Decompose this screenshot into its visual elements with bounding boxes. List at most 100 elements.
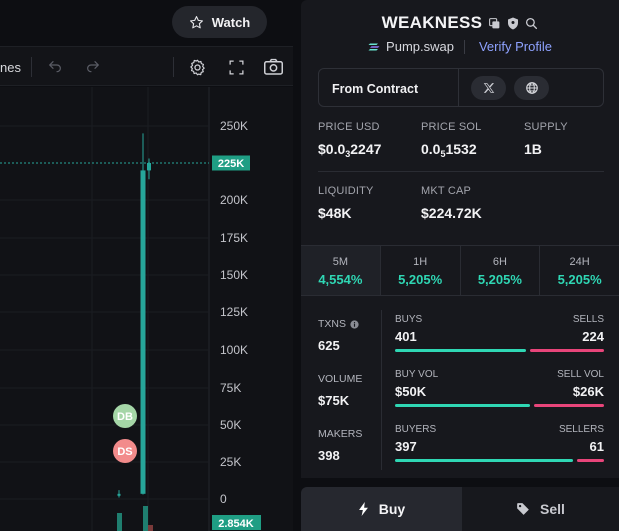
pump-swap-logo-icon (368, 43, 380, 50)
sell-vol-value: $26K (572, 384, 604, 399)
star-outline-icon (189, 15, 203, 28)
price-axis-label: 175K (220, 231, 248, 245)
watch-label: Watch (211, 14, 251, 30)
price-axis-label: 50K (220, 418, 241, 432)
transactions-panel: 5M 4,554% 1H 5,205% 6H 5,205% 24H 5,205%… (301, 245, 619, 478)
price-usd-stat: PRICE USD $0.032247 (318, 121, 381, 159)
token-name: WEAKNESS (381, 13, 483, 32)
candle-body (140, 170, 146, 494)
chart-toolbar: nes (0, 46, 293, 86)
buy-label: Buy (378, 501, 406, 517)
mkt-cap-stat: MKT CAP $224.72K (421, 185, 482, 221)
dex-name: Pump.swap (386, 39, 454, 54)
stat-label: SUPPLY (524, 121, 568, 133)
info-icon[interactable] (350, 319, 359, 329)
sell-button[interactable]: Sell (462, 487, 619, 531)
chart-panel: Watch nes (0, 0, 293, 531)
volume-split: BUY VOL SELL VOL $50K $26K (395, 369, 604, 407)
buy-button[interactable]: Buy (301, 487, 462, 531)
settings-button[interactable] (185, 47, 209, 87)
sell-vol-label: SELL VOL (557, 369, 604, 380)
x-logo-icon (483, 83, 494, 93)
token-header: WEAKNESS Pump.swap Verify Profile (301, 0, 619, 62)
contract-label: From Contract (332, 81, 419, 96)
txns-value: 625 (318, 338, 340, 353)
dev-sell-marker[interactable]: DS (113, 439, 137, 463)
twitter-button[interactable] (471, 76, 506, 100)
search-icon[interactable] (525, 17, 538, 30)
makers-metric: MAKERS 398 (318, 428, 363, 463)
redo-button[interactable] (82, 47, 104, 87)
price-axis-label: 150K (220, 268, 248, 282)
price-axis-label: 200K (220, 193, 248, 207)
undo-button[interactable] (44, 47, 66, 87)
divider (318, 171, 604, 172)
watch-button[interactable]: Watch (172, 6, 267, 38)
sell-label: Sell (540, 501, 565, 517)
website-button[interactable] (514, 76, 549, 100)
stat-label: MKT CAP (421, 185, 472, 197)
price-axis-label: 125K (220, 305, 248, 319)
mkt-cap-value: $224.72K (421, 205, 482, 221)
buy-vol-value: $50K (395, 384, 427, 399)
timeframe-selector[interactable]: nes (0, 59, 21, 75)
liquidity-stat: LIQUIDITY $48K (318, 185, 374, 221)
svg-text:225K: 225K (218, 158, 244, 170)
buy-vol-label: BUY VOL (395, 369, 439, 380)
price-chart[interactable]: 0 25K 50K 75K 100K 125K 150K 175K 200K 250K 225K … (0, 87, 293, 531)
candle-body (117, 493, 121, 496)
stat-label: PRICE USD (318, 121, 380, 133)
watch-bar: Watch (0, 0, 293, 46)
candle-body (147, 163, 151, 171)
toolbar-divider (173, 57, 174, 77)
makers-value: 398 (318, 448, 340, 463)
buy-sell-ratio-bar (395, 349, 604, 352)
sellers-label: SELLERS (558, 424, 604, 435)
supply-stat: SUPPLY 1B (524, 121, 568, 157)
tab-1h[interactable]: 1H 5,205% (381, 246, 461, 295)
sells-label: SELLS (572, 314, 604, 325)
volume-bar (143, 506, 148, 531)
dev-buy-marker[interactable]: DB (113, 404, 137, 428)
price-usd-value: $0.032247 (318, 141, 382, 159)
stat-label: LIQUIDITY (318, 185, 374, 197)
svg-text:DS: DS (117, 446, 132, 458)
volume-bar (117, 513, 122, 531)
lightning-icon (358, 502, 368, 516)
timeframe-tabs: 5M 4,554% 1H 5,205% 6H 5,205% 24H 5,205% (301, 246, 619, 296)
settings-gear-icon (189, 59, 205, 75)
txns-metric: TXNS 625 (318, 318, 359, 353)
fullscreen-icon (228, 59, 244, 75)
bottom-volume-tag: 2.854K (212, 515, 261, 530)
price-sol-value: 0.051532 (421, 141, 477, 159)
buyers-value: 397 (395, 439, 417, 454)
globe-icon (525, 82, 538, 94)
tab-6h[interactable]: 6H 5,205% (461, 246, 541, 295)
copy-icon[interactable] (488, 17, 501, 30)
price-axis-label: 100K (220, 343, 248, 357)
screenshot-button[interactable] (260, 47, 286, 87)
toolbar-divider (31, 57, 32, 77)
fullscreen-button[interactable] (224, 47, 248, 87)
makers-split: BUYERS SELLERS 397 61 (395, 424, 604, 462)
volume-metric: VOLUME $75K (318, 373, 363, 408)
volume-bar (148, 525, 153, 531)
price-axis-label: 250K (220, 119, 248, 133)
divider (381, 310, 382, 470)
buys-sells-split: BUYS SELLS 401 224 (395, 314, 604, 352)
shield-icon[interactable] (507, 17, 519, 30)
current-price-tag: 225K (212, 155, 250, 171)
camera-icon (263, 58, 283, 75)
sells-value: 224 (582, 329, 604, 344)
tab-5m[interactable]: 5M 4,554% (301, 246, 381, 295)
tab-24h[interactable]: 24H 5,205% (557, 256, 602, 287)
volume-ratio-bar (395, 404, 604, 407)
buys-value: 401 (395, 329, 417, 344)
buyers-label: BUYERS (395, 424, 437, 435)
svg-text:2.854K: 2.854K (218, 518, 254, 530)
verify-profile-link[interactable]: Verify Profile (478, 39, 552, 54)
undo-icon (49, 61, 61, 73)
supply-value: 1B (524, 141, 542, 157)
buys-label: BUYS (395, 314, 423, 325)
